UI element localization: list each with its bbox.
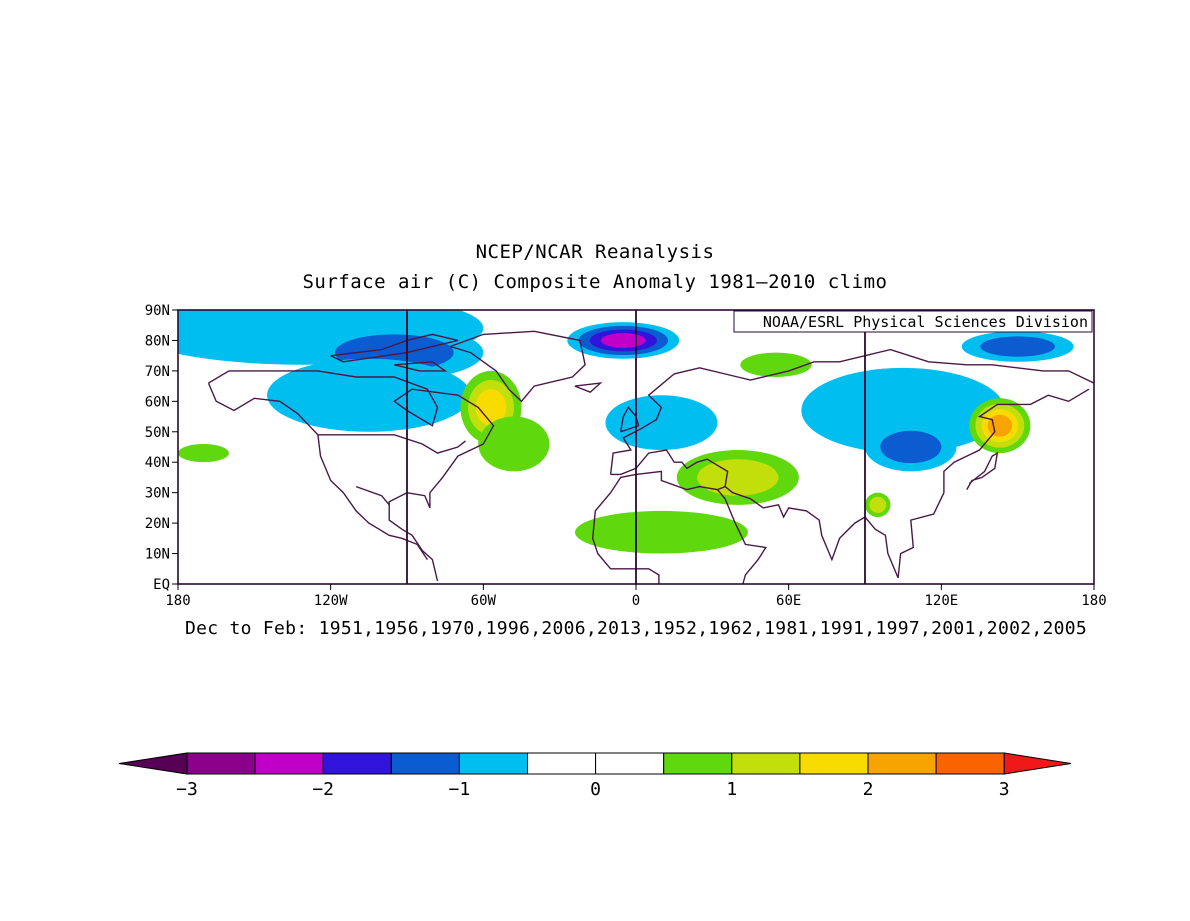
colorbar-swatch <box>935 752 1005 775</box>
anomaly-contour <box>267 358 471 432</box>
colorbar-low-arrow <box>118 752 188 775</box>
colorbar-swatch <box>799 752 869 775</box>
lon-tick-label: 180 <box>165 593 190 609</box>
anomaly-fields <box>178 310 1074 554</box>
lon-tick-label: 0 <box>632 593 640 609</box>
coastline <box>317 434 466 454</box>
lat-tick-label: 40N <box>145 455 170 471</box>
lat-tick-label: 20N <box>145 516 170 532</box>
colorbar-swatch <box>186 752 256 775</box>
coastline <box>330 333 459 363</box>
coastline <box>966 451 999 490</box>
credit-label: NOAA/ESRL Physical Sciences Division <box>763 313 1088 331</box>
lat-tick-label: EQ <box>153 577 170 593</box>
colorbar-swatch <box>322 752 392 775</box>
colorbar-tick-label: 3 <box>999 779 1010 800</box>
lat-tick-label: 50N <box>145 425 170 441</box>
coastline <box>394 361 448 372</box>
coastline <box>355 485 390 506</box>
credit-box <box>733 310 1093 333</box>
coastline <box>207 382 428 560</box>
coastline <box>450 330 586 403</box>
coastline <box>724 388 1090 579</box>
anomaly-contour <box>178 443 229 463</box>
lat-tick-label: 90N <box>145 303 170 319</box>
anomaly-contour <box>478 416 550 472</box>
coastline <box>716 489 767 584</box>
lon-tick-label: 60W <box>471 593 497 609</box>
anomaly-contour <box>801 367 1005 454</box>
anomaly-contour <box>880 430 942 464</box>
colorbar-swatch <box>867 752 937 775</box>
lon-tick-label: 120W <box>314 593 348 609</box>
lat-tick-label: 30N <box>145 486 170 502</box>
lat-tick-label: 80N <box>145 333 170 349</box>
colorbar-swatch <box>731 752 801 775</box>
colorbar-tick-label: −3 <box>176 779 198 800</box>
colorbar-tick-label: 2 <box>863 779 874 800</box>
lon-tick-label: 180 <box>1081 593 1106 609</box>
lat-tick-label: 10N <box>145 547 170 563</box>
colorbar-tick-label: 1 <box>726 779 737 800</box>
anomaly-contour <box>980 336 1055 357</box>
coastlines <box>207 330 1094 584</box>
colorbar-swatch <box>527 752 597 775</box>
colorbar: −3 −2 −1 0 1 2 3 <box>118 752 1072 800</box>
colorbar-high-arrow <box>1003 752 1072 775</box>
colorbar-swatch <box>458 752 528 775</box>
lat-tick-label: 70N <box>145 364 170 380</box>
coastline <box>208 370 495 582</box>
colorbar-swatch <box>663 752 733 775</box>
composite-years-caption: Dec to Feb: 1951,1956,1970,1996,2006,201… <box>184 618 1088 639</box>
coastline <box>609 348 1094 475</box>
coastline <box>591 449 729 584</box>
anomaly-contour <box>605 395 718 451</box>
anomaly-contour <box>697 459 779 496</box>
anomaly-contour <box>574 510 748 554</box>
anomaly-contour <box>869 496 887 513</box>
colorbar-tick-label: −2 <box>312 779 334 800</box>
colorbar-swatch <box>390 752 460 775</box>
colorbar-tick-label: 0 <box>590 779 601 800</box>
anomaly-contour <box>740 352 812 377</box>
anomaly-contour <box>600 333 646 348</box>
anomaly-contour <box>987 414 1013 437</box>
lat-tick-label: 60N <box>145 394 170 410</box>
anomaly-contour <box>475 389 507 426</box>
chart-subtitle: Surface air (C) Composite Anomaly 1981–2… <box>302 271 888 293</box>
chart-title: NCEP/NCAR Reanalysis <box>475 241 715 263</box>
colorbar-tick-label: −1 <box>449 779 471 800</box>
lon-tick-label: 60E <box>776 593 801 609</box>
lon-axis: 180 120W 60W 0 60E 120E 180 <box>165 584 1107 609</box>
colorbar-swatch <box>254 752 324 775</box>
coastline <box>574 382 603 394</box>
reference-meridians <box>406 310 866 584</box>
colorbar-swatch <box>595 752 665 775</box>
lat-axis: EQ 10N 20N 30N 40N 50N 60N 70N 80N 90N <box>145 303 178 593</box>
lon-tick-label: 120E <box>924 593 958 609</box>
